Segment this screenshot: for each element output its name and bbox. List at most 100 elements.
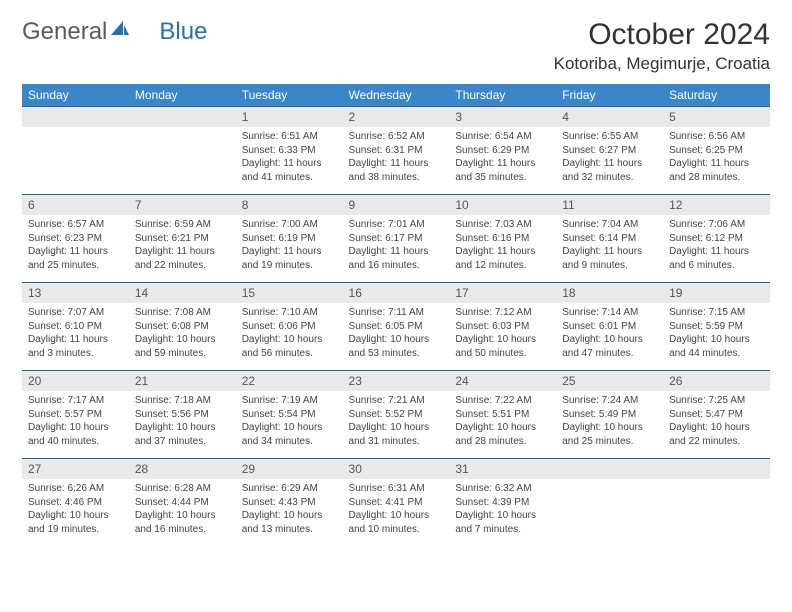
sunrise-text: Sunrise: 6:29 AM: [242, 482, 337, 496]
sunrise-text: Sunrise: 7:21 AM: [349, 394, 444, 408]
daylight-text: and 37 minutes.: [135, 435, 230, 449]
sunset-text: Sunset: 6:05 PM: [349, 320, 444, 334]
sunset-text: Sunset: 6:25 PM: [669, 144, 764, 158]
calendar-cell: 8Sunrise: 7:00 AMSunset: 6:19 PMDaylight…: [236, 194, 343, 282]
sunset-text: Sunset: 6:21 PM: [135, 232, 230, 246]
location-subtitle: Kotoriba, Megimurje, Croatia: [554, 54, 770, 74]
day-number: 7: [129, 194, 236, 215]
daylight-text: Daylight: 11 hours: [349, 245, 444, 259]
sunrise-text: Sunrise: 7:07 AM: [28, 306, 123, 320]
sunrise-text: Sunrise: 6:59 AM: [135, 218, 230, 232]
daylight-text: and 25 minutes.: [28, 259, 123, 273]
weekday-header: Wednesday: [343, 84, 450, 106]
sunrise-text: Sunrise: 7:03 AM: [455, 218, 550, 232]
sunset-text: Sunset: 5:56 PM: [135, 408, 230, 422]
day-number: 9: [343, 194, 450, 215]
sunrise-text: Sunrise: 6:28 AM: [135, 482, 230, 496]
day-content: Sunrise: 7:01 AMSunset: 6:17 PMDaylight:…: [343, 215, 450, 278]
weekday-header: Friday: [556, 84, 663, 106]
day-number: 28: [129, 458, 236, 479]
day-content: Sunrise: 6:57 AMSunset: 6:23 PMDaylight:…: [22, 215, 129, 278]
calendar-cell: 14Sunrise: 7:08 AMSunset: 6:08 PMDayligh…: [129, 282, 236, 370]
sunset-text: Sunset: 6:33 PM: [242, 144, 337, 158]
sunrise-text: Sunrise: 7:10 AM: [242, 306, 337, 320]
daylight-text: Daylight: 10 hours: [242, 421, 337, 435]
calendar-cell: 29Sunrise: 6:29 AMSunset: 4:43 PMDayligh…: [236, 458, 343, 546]
day-content: Sunrise: 6:54 AMSunset: 6:29 PMDaylight:…: [449, 127, 556, 190]
day-content: Sunrise: 7:00 AMSunset: 6:19 PMDaylight:…: [236, 215, 343, 278]
page-header: General Blue October 2024 Kotoriba, Megi…: [22, 18, 770, 74]
day-number: 8: [236, 194, 343, 215]
daylight-text: and 10 minutes.: [349, 523, 444, 537]
daylight-text: and 34 minutes.: [242, 435, 337, 449]
day-content: Sunrise: 6:32 AMSunset: 4:39 PMDaylight:…: [449, 479, 556, 542]
daylight-text: and 28 minutes.: [455, 435, 550, 449]
calendar-cell: 3Sunrise: 6:54 AMSunset: 6:29 PMDaylight…: [449, 106, 556, 194]
calendar-cell: [663, 458, 770, 546]
daylight-text: Daylight: 10 hours: [349, 421, 444, 435]
daylight-text: Daylight: 10 hours: [135, 509, 230, 523]
day-number: 3: [449, 106, 556, 127]
sunset-text: Sunset: 6:16 PM: [455, 232, 550, 246]
sunrise-text: Sunrise: 7:01 AM: [349, 218, 444, 232]
daylight-text: Daylight: 11 hours: [562, 245, 657, 259]
sunrise-text: Sunrise: 7:11 AM: [349, 306, 444, 320]
calendar-cell: 1Sunrise: 6:51 AMSunset: 6:33 PMDaylight…: [236, 106, 343, 194]
day-number: 13: [22, 282, 129, 303]
sunset-text: Sunset: 5:52 PM: [349, 408, 444, 422]
calendar-cell: 4Sunrise: 6:55 AMSunset: 6:27 PMDaylight…: [556, 106, 663, 194]
weekday-header: Saturday: [663, 84, 770, 106]
daylight-text: and 16 minutes.: [349, 259, 444, 273]
calendar-cell: 6Sunrise: 6:57 AMSunset: 6:23 PMDaylight…: [22, 194, 129, 282]
day-content: Sunrise: 7:12 AMSunset: 6:03 PMDaylight:…: [449, 303, 556, 366]
brand-logo: General Blue: [22, 18, 207, 46]
daylight-text: and 50 minutes.: [455, 347, 550, 361]
day-content: Sunrise: 6:59 AMSunset: 6:21 PMDaylight:…: [129, 215, 236, 278]
day-number: 25: [556, 370, 663, 391]
sunset-text: Sunset: 6:14 PM: [562, 232, 657, 246]
daylight-text: Daylight: 11 hours: [669, 245, 764, 259]
daylight-text: Daylight: 10 hours: [349, 509, 444, 523]
calendar-cell: 22Sunrise: 7:19 AMSunset: 5:54 PMDayligh…: [236, 370, 343, 458]
day-number: 16: [343, 282, 450, 303]
day-content: Sunrise: 6:26 AMSunset: 4:46 PMDaylight:…: [22, 479, 129, 542]
page-title: October 2024: [554, 18, 770, 52]
sunset-text: Sunset: 6:08 PM: [135, 320, 230, 334]
sunrise-text: Sunrise: 7:18 AM: [135, 394, 230, 408]
calendar-cell: 25Sunrise: 7:24 AMSunset: 5:49 PMDayligh…: [556, 370, 663, 458]
day-number: 24: [449, 370, 556, 391]
sunrise-text: Sunrise: 7:22 AM: [455, 394, 550, 408]
calendar-cell: 10Sunrise: 7:03 AMSunset: 6:16 PMDayligh…: [449, 194, 556, 282]
calendar-cell: 5Sunrise: 6:56 AMSunset: 6:25 PMDaylight…: [663, 106, 770, 194]
daylight-text: and 38 minutes.: [349, 171, 444, 185]
day-number: 30: [343, 458, 450, 479]
day-number: 14: [129, 282, 236, 303]
calendar-cell: 19Sunrise: 7:15 AMSunset: 5:59 PMDayligh…: [663, 282, 770, 370]
day-content: Sunrise: 7:06 AMSunset: 6:12 PMDaylight:…: [663, 215, 770, 278]
sunset-text: Sunset: 5:57 PM: [28, 408, 123, 422]
sunrise-text: Sunrise: 7:24 AM: [562, 394, 657, 408]
daylight-text: Daylight: 10 hours: [242, 333, 337, 347]
sunset-text: Sunset: 6:31 PM: [349, 144, 444, 158]
sunset-text: Sunset: 4:41 PM: [349, 496, 444, 510]
sunset-text: Sunset: 5:54 PM: [242, 408, 337, 422]
daylight-text: and 25 minutes.: [562, 435, 657, 449]
day-number: 2: [343, 106, 450, 127]
sunrise-text: Sunrise: 7:14 AM: [562, 306, 657, 320]
calendar-cell: 20Sunrise: 7:17 AMSunset: 5:57 PMDayligh…: [22, 370, 129, 458]
daylight-text: and 6 minutes.: [669, 259, 764, 273]
daylight-text: and 9 minutes.: [562, 259, 657, 273]
daylight-text: and 12 minutes.: [455, 259, 550, 273]
daylight-text: Daylight: 11 hours: [242, 245, 337, 259]
sunrise-text: Sunrise: 6:56 AM: [669, 130, 764, 144]
daylight-text: and 28 minutes.: [669, 171, 764, 185]
day-content: Sunrise: 7:24 AMSunset: 5:49 PMDaylight:…: [556, 391, 663, 454]
daylight-text: Daylight: 10 hours: [135, 333, 230, 347]
calendar-cell: 27Sunrise: 6:26 AMSunset: 4:46 PMDayligh…: [22, 458, 129, 546]
daylight-text: and 32 minutes.: [562, 171, 657, 185]
daylight-text: and 13 minutes.: [242, 523, 337, 537]
daylight-text: and 41 minutes.: [242, 171, 337, 185]
day-number: [129, 106, 236, 127]
daylight-text: and 19 minutes.: [242, 259, 337, 273]
day-number: 11: [556, 194, 663, 215]
